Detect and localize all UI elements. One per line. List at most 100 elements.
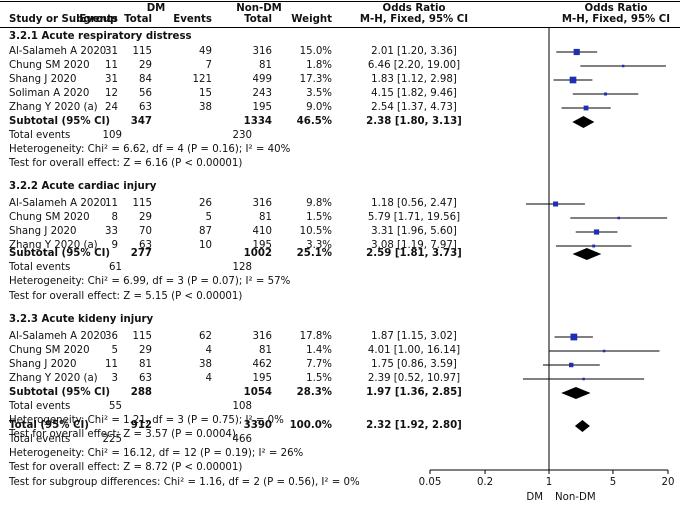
dm-total: 63 xyxy=(139,102,152,113)
nondm-total-events: 108 xyxy=(232,401,252,412)
favours-nondm-label: Non-DM xyxy=(555,492,596,503)
nondm-events: 15 xyxy=(199,88,212,99)
pooled-diamond xyxy=(574,420,590,432)
dm-total-events: 109 xyxy=(102,130,122,141)
study-name: Chung SM 2020 xyxy=(9,345,90,356)
total-events-label: Total events xyxy=(9,401,71,412)
nondm-subtotal: 1334 xyxy=(243,116,272,127)
study-name: Zhang Y 2020 (a) xyxy=(9,373,98,384)
weight: 10.5% xyxy=(299,226,332,237)
plot-title: Odds Ratio xyxy=(584,3,648,14)
nondm-total: 410 xyxy=(252,226,272,237)
study-name: Al-Salameh A 2020 xyxy=(9,198,107,209)
dm-total: 63 xyxy=(139,373,152,384)
subgroup-difference-test: Test for subgroup differences: Chi² = 1.… xyxy=(9,477,360,488)
odds-ratio-ci: 1.18 [0.56, 2.47] xyxy=(371,198,457,209)
nondm-total: 195 xyxy=(252,373,272,384)
dm-group-header: DM xyxy=(146,3,166,14)
nondm-events: 121 xyxy=(192,74,212,85)
nondm-subtotal: 1002 xyxy=(243,248,272,259)
dm-total: 115 xyxy=(132,198,152,209)
nondm-grand-events: 466 xyxy=(232,434,252,445)
study-name: Shang J 2020 xyxy=(9,74,77,85)
nondm-subtotal: 1054 xyxy=(243,387,272,398)
x-tick-label: 20 xyxy=(662,477,675,488)
overall-effect-text: Test for overall effect: Z = 3.57 (P = 0… xyxy=(9,429,236,440)
nondm-total: 81 xyxy=(259,345,272,356)
subtotal-weight: 28.3% xyxy=(296,387,332,398)
odds-ratio-ci: 1.87 [1.15, 3.02] xyxy=(371,331,457,342)
effect-square xyxy=(592,244,596,248)
odds-ratio-ci: 3.08 [1.19, 7.97] xyxy=(371,240,457,251)
weight: 7.7% xyxy=(306,359,332,370)
effect-square xyxy=(569,362,574,368)
subgroup-title: 3.2.2 Acute cardiac injury xyxy=(9,181,157,192)
nondm-total: 81 xyxy=(259,212,272,223)
dm-total: 63 xyxy=(139,240,152,251)
subtotal-weight: 46.5% xyxy=(296,116,332,127)
odds-ratio-ci: 6.46 [2.20, 19.00] xyxy=(367,60,461,71)
nondm-total: 195 xyxy=(252,240,272,251)
dm-events: 11 xyxy=(105,60,118,71)
dm-total-header: Total xyxy=(124,14,152,25)
dm-total: 29 xyxy=(139,212,152,223)
rule-line xyxy=(0,27,680,28)
pooled-diamond xyxy=(572,248,602,260)
dm-events: 3 xyxy=(111,373,118,384)
dm-total: 115 xyxy=(132,46,152,57)
x-tick-label: 1 xyxy=(546,477,552,488)
heterogeneity-text: Heterogeneity: Chi² = 6.99, df = 3 (P = … xyxy=(9,276,291,287)
nondm-total: 195 xyxy=(252,102,272,113)
subtotal-ci: 2.59 [1.81, 3.73] xyxy=(366,248,462,259)
nondm-total: 316 xyxy=(252,46,272,57)
weight: 17.3% xyxy=(299,74,332,85)
nondm-events: 5 xyxy=(205,212,212,223)
heterogeneity-text: Heterogeneity: Chi² = 1.21, df = 3 (P = … xyxy=(9,415,284,426)
dm-events: 8 xyxy=(111,212,118,223)
dm-events-header: Events xyxy=(79,14,118,25)
study-column-header: Study or Subgroup xyxy=(9,14,118,25)
nondm-grand-total: 3390 xyxy=(243,420,272,431)
dm-events: 5 xyxy=(111,345,118,356)
total-weight: 100.0% xyxy=(289,420,332,431)
dm-total-events: 61 xyxy=(109,262,122,273)
study-name: Zhang Y 2020 (a) xyxy=(9,102,98,113)
odds-ratio-ci: 2.01 [1.20, 3.36] xyxy=(371,46,457,57)
dm-subtotal: 288 xyxy=(130,387,152,398)
dm-total: 29 xyxy=(139,60,152,71)
nondm-total: 499 xyxy=(252,74,272,85)
study-name: Shang J 2020 xyxy=(9,226,77,237)
nondm-events: 38 xyxy=(199,359,212,370)
nondm-total: 316 xyxy=(252,198,272,209)
nondm-events: 10 xyxy=(199,240,212,251)
dm-events: 33 xyxy=(105,226,118,237)
nondm-events: 38 xyxy=(199,102,212,113)
overall-effect-text: Test for overall effect: Z = 5.15 (P < 0… xyxy=(9,291,243,302)
pooled-diamond xyxy=(572,116,595,128)
effect-square xyxy=(602,349,606,353)
total-label: Total (95% CI) xyxy=(9,420,89,431)
or-method-header: M-H, Fixed, 95% CI xyxy=(359,14,469,25)
dm-total: 81 xyxy=(139,359,152,370)
weight: 17.8% xyxy=(299,331,332,342)
effect-square xyxy=(569,76,577,84)
nondm-events: 49 xyxy=(199,46,212,57)
nondm-events-header: Events xyxy=(173,14,212,25)
study-name: Shang J 2020 xyxy=(9,359,77,370)
favours-dm-label: DM xyxy=(526,492,543,503)
dm-total: 29 xyxy=(139,345,152,356)
dm-total-events: 55 xyxy=(109,401,122,412)
heterogeneity-text: Heterogeneity: Chi² = 6.62, df = 4 (P = … xyxy=(9,144,291,155)
subtotal-weight: 25.1% xyxy=(296,248,332,259)
effect-square xyxy=(604,92,608,96)
dm-subtotal: 347 xyxy=(130,116,152,127)
weight: 1.5% xyxy=(306,212,332,223)
dm-events: 11 xyxy=(105,359,118,370)
nondm-total-events: 230 xyxy=(232,130,252,141)
nondm-total: 316 xyxy=(252,331,272,342)
subtotal-label: Subtotal (95% CI) xyxy=(9,248,111,259)
subgroup-title: 3.2.1 Acute respiratory distress xyxy=(9,31,192,42)
total-ci: 2.32 [1.92, 2.80] xyxy=(366,420,462,431)
nondm-total: 462 xyxy=(252,359,272,370)
dm-grand-total: 912 xyxy=(130,420,152,431)
